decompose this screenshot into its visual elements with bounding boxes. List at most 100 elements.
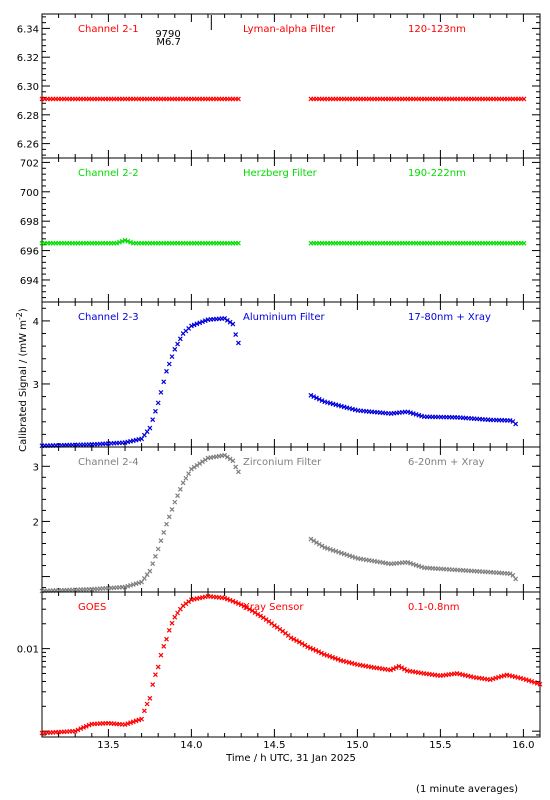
data-point xyxy=(388,667,394,673)
data-point xyxy=(197,461,203,466)
panel-frame xyxy=(41,591,541,738)
data-point xyxy=(72,728,78,734)
data-point xyxy=(188,323,194,329)
y-tick-label: 3 xyxy=(33,462,39,473)
data-point xyxy=(230,321,236,327)
panel-4: 2 3 Channel 2-4 Zirconium Filter 6-20nm + Xr… xyxy=(33,446,541,594)
data-point xyxy=(83,723,89,729)
data-point xyxy=(238,602,244,608)
data-point xyxy=(153,553,158,559)
data-point xyxy=(158,652,164,658)
data-point xyxy=(194,462,200,468)
data-point xyxy=(222,452,228,458)
data-point xyxy=(188,466,194,472)
series-3 xyxy=(39,315,519,449)
data-point xyxy=(233,599,239,605)
data-point xyxy=(194,321,200,327)
data-point xyxy=(147,695,153,701)
panel-band-label: 17-80nm + Xray xyxy=(408,312,491,323)
panel-channel-label: Channel 2-1 xyxy=(78,24,139,35)
data-point xyxy=(244,605,250,611)
data-point xyxy=(537,681,543,687)
data-point xyxy=(144,701,150,707)
data-point xyxy=(202,318,208,324)
data-point xyxy=(183,475,189,481)
y-tick-label: 6.32 xyxy=(17,53,39,64)
data-point xyxy=(86,722,92,728)
data-point xyxy=(510,572,516,578)
data-point xyxy=(141,708,147,714)
data-point xyxy=(255,611,261,617)
data-point xyxy=(308,536,314,542)
data-point xyxy=(241,603,247,609)
data-point xyxy=(128,239,133,245)
series-2 xyxy=(39,237,527,246)
data-point xyxy=(169,354,175,360)
panel-filter-label: Xray Sensor xyxy=(243,602,304,613)
data-point xyxy=(175,341,180,347)
data-point xyxy=(200,459,205,465)
data-point xyxy=(227,597,233,603)
data-point xyxy=(186,599,192,605)
panel-channel-label: Channel 2-4 xyxy=(78,457,139,468)
panel-filter-label: Zirconium Filter xyxy=(243,457,322,468)
data-point xyxy=(158,389,164,395)
data-point xyxy=(202,457,208,463)
panel-frame xyxy=(41,157,541,303)
data-point xyxy=(139,716,145,722)
y-axis-label-main: Calibrated Signal / (mW m xyxy=(18,320,29,452)
series-4 xyxy=(39,452,519,594)
data-point xyxy=(236,340,241,346)
x-tick-label: 13.5 xyxy=(97,740,119,751)
data-point xyxy=(299,641,305,647)
data-point xyxy=(164,521,169,527)
data-point xyxy=(119,238,125,244)
panel-band-label: 6-20nm + Xray xyxy=(408,457,485,468)
data-point xyxy=(150,417,156,423)
data-point xyxy=(197,320,203,326)
data-point xyxy=(139,579,145,585)
data-point xyxy=(147,568,153,574)
panel-channel-label: Channel 2-3 xyxy=(78,312,139,323)
panel-filter-label: Aluminium Filter xyxy=(243,312,326,323)
data-point xyxy=(153,672,158,678)
y-tick-label: 698 xyxy=(20,217,39,228)
flare-class-label: M6.7 xyxy=(156,37,181,48)
y-tick-label: 6.28 xyxy=(17,111,39,122)
data-point xyxy=(158,538,164,544)
data-point xyxy=(521,96,527,102)
panel-filter-label: Lyman-alpha Filter xyxy=(243,24,336,35)
data-point xyxy=(316,396,322,402)
data-point xyxy=(191,322,197,328)
data-point xyxy=(166,361,172,367)
data-point xyxy=(513,421,519,427)
data-point xyxy=(122,722,128,728)
y-tick-label: 6.26 xyxy=(17,140,39,151)
data-point xyxy=(233,332,239,337)
data-point xyxy=(316,541,322,547)
data-point xyxy=(227,456,233,462)
y-tick-label: 694 xyxy=(20,276,39,287)
footnote-averaging: (1 minute averages) xyxy=(416,784,518,795)
data-point xyxy=(169,507,175,512)
data-point xyxy=(330,654,335,660)
panel-3: 3 4 Channel 2-3 Aluminium Filter 17-80nm + X… xyxy=(33,301,541,449)
data-point xyxy=(393,665,399,670)
data-point xyxy=(327,653,333,659)
data-point xyxy=(307,645,313,651)
data-point xyxy=(125,238,131,244)
x-tick-label: 15.0 xyxy=(346,740,368,751)
panel-channel-label: Channel 2-2 xyxy=(78,168,139,179)
flare-id-label: 9790 xyxy=(155,29,180,40)
data-point xyxy=(319,543,325,549)
y-axis-label-close: ) xyxy=(18,308,29,312)
data-point xyxy=(224,596,230,602)
data-point xyxy=(236,469,241,475)
data-point xyxy=(311,538,317,544)
data-point xyxy=(114,240,120,246)
x-tick-label: 15.5 xyxy=(429,740,451,751)
data-point xyxy=(260,615,266,621)
panel-frame xyxy=(41,301,541,448)
y-tick-label: 0.01 xyxy=(17,645,39,656)
